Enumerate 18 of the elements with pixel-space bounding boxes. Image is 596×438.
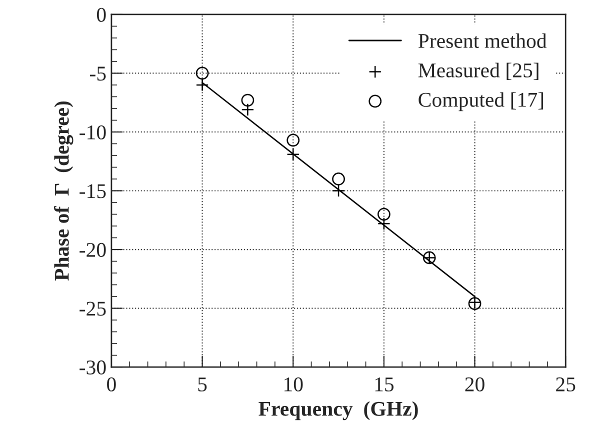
- y-tick-label: 0: [96, 8, 106, 22]
- y-tick-label: -30: [80, 360, 106, 374]
- y-tick-label: -10: [80, 125, 106, 140]
- x-tick-label: 10: [284, 377, 303, 392]
- legend-label: Computed [17]: [418, 92, 543, 112]
- x-tick-label: 25: [556, 377, 576, 392]
- legend-label: Present method: [418, 33, 547, 48]
- x-axis-title: Frequency (GHz): [258, 401, 418, 420]
- x-tick-label: 0: [107, 377, 116, 392]
- y-tick-label: -25: [80, 302, 106, 316]
- y-tick-label: -5: [90, 66, 106, 81]
- y-tick-label: -20: [80, 242, 106, 257]
- y-tick-label: -15: [80, 184, 106, 198]
- x-tick-label: 15: [375, 377, 394, 392]
- x-tick-label: 20: [465, 377, 484, 392]
- legend-label: Measured [25]: [418, 62, 538, 80]
- x-tick-label: 5: [198, 378, 207, 392]
- y-axis-title: Phase of Γ (degree): [54, 101, 74, 281]
